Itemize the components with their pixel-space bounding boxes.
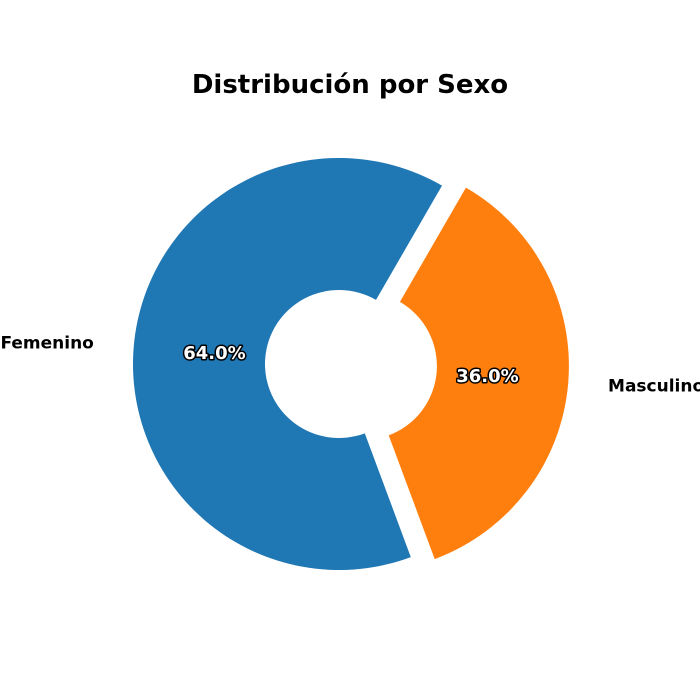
percent-label-masculino: 36.0%	[456, 366, 518, 387]
category-label-femenino: Femenino	[0, 333, 93, 353]
percent-label-femenino: 64.0%	[183, 343, 245, 364]
pie-slice-femenino	[133, 158, 442, 570]
pie-slice-masculino	[388, 187, 569, 560]
category-label-masculino: Masculino	[608, 377, 700, 397]
chart-title: Distribución por Sexo	[191, 70, 509, 100]
